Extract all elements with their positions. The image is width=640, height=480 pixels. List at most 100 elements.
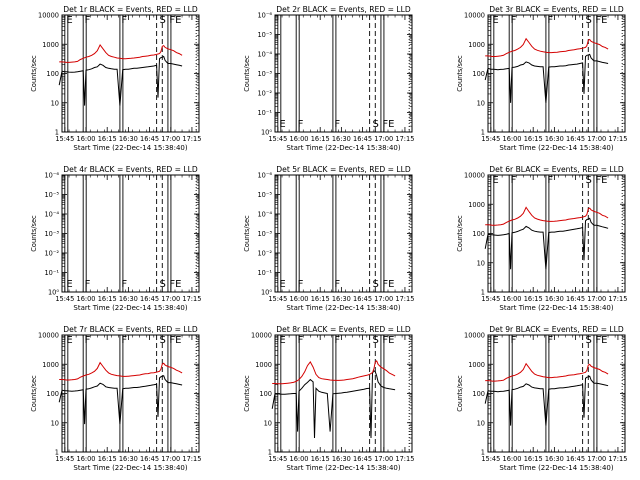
x-tick-label: 17:00 bbox=[161, 295, 180, 303]
y-axis-label: Counts/sec bbox=[456, 215, 464, 252]
flag-letter: S bbox=[373, 279, 379, 290]
x-tick-label: 16:00 bbox=[503, 295, 522, 303]
y-tick-label: 10⁰ bbox=[261, 289, 272, 297]
flag-letter: F bbox=[547, 15, 553, 26]
x-tick-label: 16:00 bbox=[290, 455, 309, 463]
flag-letter: E bbox=[279, 119, 285, 130]
y-tick-label: 100 bbox=[46, 70, 59, 78]
flag-letter: E bbox=[66, 15, 72, 26]
y-tick-label: 10⁻² bbox=[257, 250, 272, 258]
x-tick-label: 16:45 bbox=[140, 295, 159, 303]
y-tick-label: 10⁻⁵ bbox=[257, 191, 272, 199]
x-axis-label: Start Time (22-Dec-14 15:38:40) bbox=[286, 144, 400, 152]
x-tick-label: 16:15 bbox=[311, 135, 330, 143]
x-tick-label: 17:15 bbox=[395, 455, 414, 463]
x-tick-label: 16:45 bbox=[566, 135, 585, 143]
plot-frame bbox=[274, 174, 413, 293]
y-tick-label: 10000 bbox=[38, 12, 59, 20]
y-tick-label: 1000 bbox=[468, 41, 485, 49]
y-tick-label: 1000 bbox=[468, 361, 485, 369]
y-tick-label: 10⁻³ bbox=[257, 70, 272, 78]
chart-title: Det 3r BLACK = Events, RED = LLD bbox=[489, 5, 624, 14]
x-axis-label: Start Time (22-Dec-14 15:38:40) bbox=[499, 304, 613, 312]
y-tick-label: 10⁻⁶ bbox=[44, 172, 59, 180]
flag-letter: F bbox=[85, 15, 91, 26]
y-tick-label: 100 bbox=[46, 390, 59, 398]
y-tick-label: 10⁻⁴ bbox=[44, 211, 59, 219]
y-tick-label: 1000 bbox=[255, 361, 272, 369]
x-tick-label: 17:00 bbox=[587, 455, 606, 463]
x-tick-label: 16:00 bbox=[77, 295, 96, 303]
plot-frame bbox=[61, 174, 200, 293]
flag-letter: F bbox=[511, 335, 517, 346]
x-axis-label: Start Time (22-Dec-14 15:38:40) bbox=[73, 464, 187, 472]
x-axis-label: Start Time (22-Dec-14 15:38:40) bbox=[73, 304, 187, 312]
x-tick-label: 16:45 bbox=[353, 135, 372, 143]
flag-letter: S bbox=[586, 15, 592, 26]
x-tick-label: 16:00 bbox=[77, 135, 96, 143]
y-tick-label: 10 bbox=[51, 419, 59, 427]
flag-letter: F bbox=[334, 335, 340, 346]
flag-letter: E bbox=[279, 335, 285, 346]
x-tick-label: 17:00 bbox=[374, 455, 393, 463]
x-tick-label: 16:00 bbox=[290, 295, 309, 303]
x-tick-label: 15:45 bbox=[481, 295, 500, 303]
x-tick-label: 16:15 bbox=[311, 455, 330, 463]
y-tick-label: 10⁻¹ bbox=[257, 269, 272, 277]
events-series-line bbox=[58, 55, 183, 106]
y-tick-label: 1 bbox=[55, 449, 59, 457]
events-series-line bbox=[271, 369, 396, 439]
x-tick-label: 16:15 bbox=[98, 135, 117, 143]
chart-panel-1: Det 1r BLACK = Events, RED = LLD 1 10 100 10… bbox=[30, 5, 201, 152]
y-tick-label: 10⁻¹ bbox=[257, 109, 272, 117]
flag-letter: E bbox=[279, 279, 285, 290]
x-tick-label: 17:15 bbox=[182, 455, 201, 463]
y-tick-label: 10⁻⁶ bbox=[257, 172, 272, 180]
y-tick-label: 10⁻⁴ bbox=[257, 211, 272, 219]
x-tick-label: 17:15 bbox=[608, 135, 627, 143]
y-axis-label: Counts/sec bbox=[456, 55, 464, 92]
chart-title: Det 7r BLACK = Events, RED = LLD bbox=[63, 325, 198, 334]
x-tick-label: 16:00 bbox=[290, 135, 309, 143]
x-tick-label: 17:15 bbox=[395, 135, 414, 143]
chart-title: Det 4r BLACK = Events, RED = LLD bbox=[63, 165, 198, 174]
x-tick-label: 16:15 bbox=[524, 455, 543, 463]
y-tick-label: 100 bbox=[472, 230, 485, 238]
x-tick-label: 15:45 bbox=[268, 455, 287, 463]
y-tick-label: 10 bbox=[477, 419, 485, 427]
y-tick-label: 10⁻⁴ bbox=[257, 51, 272, 59]
x-tick-label: 15:45 bbox=[481, 455, 500, 463]
x-axis-label: Start Time (22-Dec-14 15:38:40) bbox=[286, 464, 400, 472]
x-tick-label: 17:00 bbox=[374, 135, 393, 143]
x-tick-label: 15:45 bbox=[55, 295, 74, 303]
flag-letter: F bbox=[121, 279, 127, 290]
x-tick-label: 16:00 bbox=[77, 455, 96, 463]
y-tick-label: 10⁻¹ bbox=[44, 269, 59, 277]
plot-frame bbox=[487, 334, 626, 453]
y-tick-label: 100 bbox=[472, 390, 485, 398]
y-tick-label: 1 bbox=[481, 289, 485, 297]
x-tick-label: 16:30 bbox=[119, 455, 138, 463]
chart-panel-8: Det 8r BLACK = Events, RED = LLD 1 10 100 10… bbox=[243, 325, 414, 472]
y-axis-label: Counts/sec bbox=[243, 375, 251, 412]
flag-letter: F bbox=[85, 335, 91, 346]
flag-letter: FE bbox=[382, 335, 394, 346]
flag-letter: F bbox=[547, 175, 553, 186]
y-tick-label: 10000 bbox=[251, 332, 272, 340]
chart-panel-2: Det 2r BLACK = Events, RED = LLD 10⁰ 10⁻¹ 1… bbox=[243, 5, 414, 152]
flag-letter: S bbox=[586, 335, 592, 346]
x-tick-label: 16:15 bbox=[98, 455, 117, 463]
y-tick-label: 100 bbox=[259, 390, 272, 398]
y-tick-label: 10⁻⁶ bbox=[257, 12, 272, 20]
y-tick-label: 10⁰ bbox=[261, 129, 272, 137]
x-tick-label: 16:15 bbox=[311, 295, 330, 303]
y-axis-label: Counts/sec bbox=[243, 215, 251, 252]
x-tick-label: 16:00 bbox=[503, 135, 522, 143]
flag-letter: F bbox=[298, 119, 304, 130]
y-tick-label: 10 bbox=[477, 99, 485, 107]
x-tick-label: 17:00 bbox=[161, 455, 180, 463]
events-series-line bbox=[484, 217, 609, 270]
flag-letter: F bbox=[121, 335, 127, 346]
x-tick-label: 16:15 bbox=[98, 295, 117, 303]
